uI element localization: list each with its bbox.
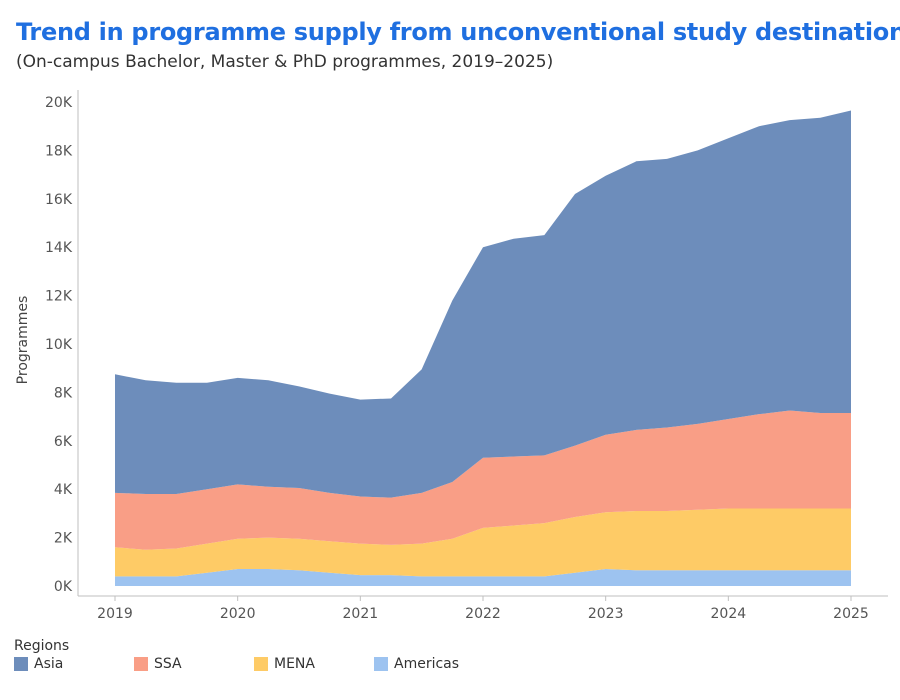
legend-item-americas: Americas — [374, 656, 459, 672]
x-tick-label: 2019 — [97, 606, 133, 622]
x-tick-label: 2025 — [833, 606, 869, 622]
y-axis-label: Programmes — [15, 296, 31, 385]
legend-swatch — [254, 657, 268, 671]
legend-label: MENA — [274, 656, 315, 672]
area-americas — [115, 569, 851, 586]
y-tick-label: 2K — [54, 531, 73, 547]
legend-item-mena: MENA — [254, 656, 315, 672]
area-asia — [115, 110, 851, 498]
chart-subtitle: (On-campus Bachelor, Master & PhD progra… — [16, 52, 554, 72]
legend-swatch — [14, 657, 28, 671]
y-tick-label: 0K — [54, 579, 73, 595]
x-tick-label: 2023 — [588, 606, 624, 622]
x-tick-label: 2024 — [711, 606, 747, 622]
y-tick-label: 6K — [54, 434, 73, 450]
y-tick-label: 18K — [45, 143, 73, 159]
x-tick-label: 2020 — [220, 606, 256, 622]
y-tick-label: 12K — [45, 289, 73, 305]
legend-swatch — [374, 657, 388, 671]
stacked-area-chart: 0K 2K 4K 6K 8K 10K 12K 14K 16K 18K 20K 2019 2020 2021… — [15, 90, 888, 622]
legend-label: Americas — [394, 656, 460, 672]
y-tick-label: 14K — [45, 240, 73, 256]
legend-title: Regions — [14, 638, 70, 654]
y-tick-label: 4K — [54, 482, 73, 498]
area-mena — [115, 508, 851, 577]
x-tick-label: 2021 — [343, 606, 379, 622]
chart-title: Trend in programme supply from unconvent… — [16, 18, 900, 46]
y-tick-label: 16K — [45, 192, 73, 208]
legend-label: Asia — [34, 656, 64, 672]
x-tick-label: 2022 — [465, 606, 501, 622]
legend-item-ssa: SSA — [134, 656, 182, 672]
legend-swatch — [134, 657, 148, 671]
legend-label: SSA — [154, 656, 182, 672]
legend-item-asia: Asia — [14, 656, 63, 672]
y-tick-label: 8K — [54, 385, 73, 401]
area-ssa — [115, 410, 851, 550]
y-tick-label: 20K — [45, 95, 73, 111]
y-tick-label: 10K — [45, 337, 73, 353]
legend: Asia SSA MENA Americas — [14, 656, 894, 676]
